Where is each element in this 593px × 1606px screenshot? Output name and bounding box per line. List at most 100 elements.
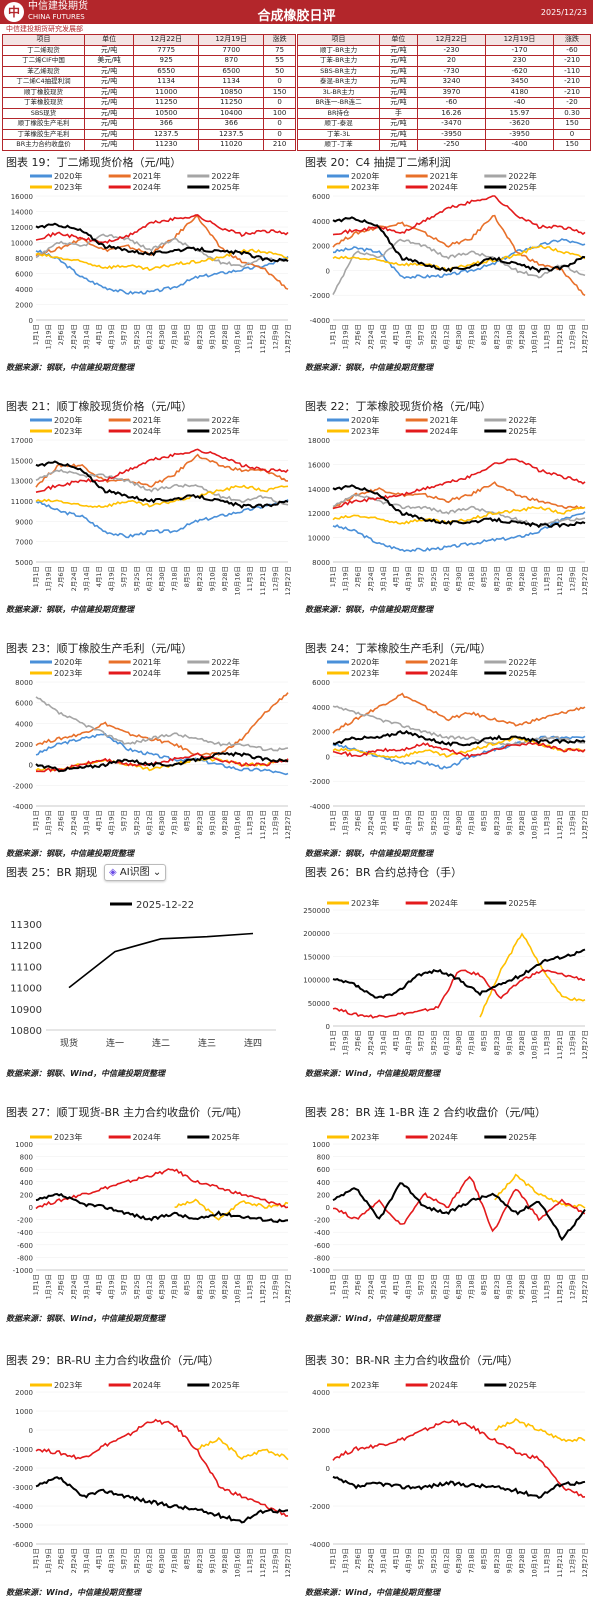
y-tick-label: 0 [326, 1465, 330, 1473]
x-tick-label: 6月30日 [158, 1548, 166, 1573]
report-date: 2025/12/23 [540, 8, 587, 17]
y-tick-label: 16000 [308, 461, 330, 469]
series-line-2024年 [332, 741, 586, 759]
x-tick-label: 1月1日 [32, 810, 40, 831]
x-tick-label: 8月5日 [183, 566, 191, 587]
x-tick-label: 4月19日 [405, 1548, 413, 1573]
table-cell: 元/吨 [379, 55, 418, 67]
x-tick-label: 6月30日 [455, 1548, 463, 1573]
x-tick-label: 6月30日 [455, 1274, 463, 1299]
table-cell: -110 [553, 65, 591, 77]
x-tick-label: 1月1日 [329, 566, 337, 587]
x-tick-label: 8月5日 [183, 1548, 191, 1569]
table-cell: 16.26 [416, 107, 486, 119]
legend-label: 2023年 [54, 1132, 82, 1142]
x-tick-label: 5月25日 [133, 324, 141, 349]
x-tick-label: 8月23日 [196, 1548, 204, 1573]
y-tick-label: 10900 [10, 1005, 42, 1016]
x-tick-label: 5月25日 [430, 324, 438, 349]
x-tick-label: 12月27日 [284, 810, 292, 840]
x-tick-label: 8月5日 [480, 810, 488, 831]
y-tick-label: -600 [314, 1242, 330, 1250]
table-cell: 11020 [198, 139, 265, 151]
x-tick-label: 11月3日 [543, 1548, 551, 1573]
x-tick-label: 7月18日 [468, 324, 476, 349]
legend-label: 2024年 [430, 182, 458, 192]
x-tick-label: 8月23日 [493, 324, 501, 349]
legend-label: 2021年 [133, 171, 161, 181]
ai-recognize-button[interactable]: ◈ AI识图 ⌄ [104, 864, 167, 881]
table-cell: 元/吨 [379, 97, 418, 109]
y-tick-label: 4000 [312, 704, 330, 712]
table-cell: -730 [416, 65, 486, 77]
x-tick-label: 2月24日 [367, 810, 375, 835]
left-header-2: 12月22日 [133, 34, 200, 46]
x-tick-label: 11月21日 [556, 1548, 564, 1578]
x-tick-label: 10月16日 [234, 566, 242, 596]
chart-br-calendar-spread: 2023年 2024年 2025年 -1000 -800 -600 -400 -200 0 200… [310, 1132, 589, 1304]
table-cell: -3470 [416, 118, 486, 130]
series-line-2024年 [332, 968, 586, 1019]
table-cell: 苯乙烯现货 [2, 65, 85, 77]
x-tick-label: 5月25日 [430, 1030, 438, 1055]
table-cell: 元/吨 [379, 76, 418, 88]
figure-title-29: 图表 29：BR-RU 主力合约收盘价（元/吨） [6, 1354, 220, 1367]
series-line-2020年 [35, 732, 289, 776]
legend-label: 2023年 [351, 426, 379, 436]
x-tick-label: 9月28日 [221, 324, 229, 349]
series-line-2024年 [332, 1419, 586, 1498]
legend-label: 2022年 [508, 657, 536, 667]
x-tick-label: 1月19日 [45, 810, 53, 835]
y-tick-label: 0 [29, 1204, 33, 1212]
legend-label: 2023年 [351, 182, 379, 192]
figure-title-25: 图表 25：BR 期现 [6, 866, 98, 879]
y-tick-label: 0 [29, 1427, 33, 1435]
table-cell: 55 [263, 55, 296, 67]
table-cell: 元/吨 [83, 97, 135, 109]
legend-label: 2024年 [430, 668, 458, 678]
table-cell: 870 [198, 55, 265, 67]
table-row: 丁二烯C4抽提利润 元/吨 1134 1134 0 [2, 76, 296, 88]
figure-title-27: 图表 27：顺丁现货-BR 主力合约收盘价（元/吨） [6, 1106, 248, 1119]
x-tick-label: 1月1日 [32, 1274, 40, 1295]
x-tick-label: 9月10日 [208, 1274, 216, 1299]
x-tick-label: 8月23日 [493, 1274, 501, 1299]
y-tick-label: 4000 [312, 1389, 330, 1397]
figure-title-21: 图表 21：顺丁橡胶现货价格（元/吨） [6, 400, 193, 413]
x-tick-label: 2月24日 [367, 1548, 375, 1573]
x-tick-label: 12月9日 [271, 1548, 279, 1573]
table-row: BR连一-BR连二 元/吨 -60 -40 -20 [297, 97, 591, 109]
legend-label: 2020年 [351, 657, 379, 667]
x-tick-label: 7月18日 [171, 324, 179, 349]
y-tick-label: 14000 [11, 209, 33, 217]
series-line-2021年 [332, 481, 586, 510]
legend-label: 2023年 [54, 668, 82, 678]
series-line-2024年 [35, 214, 289, 244]
x-tick-label: 11月3日 [246, 566, 254, 591]
series-line-2022年 [332, 238, 586, 295]
series-line-2023年 [174, 1198, 289, 1221]
y-tick-label: 8000 [15, 679, 33, 687]
table-cell: 150 [263, 86, 296, 98]
source-28: 数据来源：Wind，中信建投期货整理 [305, 1314, 440, 1323]
table-cell: 丁二烯现货 [2, 44, 85, 56]
legend-label: 2025-12-22 [136, 900, 194, 911]
table-cell: 元/吨 [83, 76, 135, 88]
x-tick-label: 5月7日 [120, 1548, 128, 1569]
table-row: 苯乙烯现货 元/吨 6550 6500 50 [2, 65, 296, 77]
table-cell: 10400 [198, 107, 265, 119]
x-tick-label: 2月6日 [57, 1274, 65, 1295]
x-tick-label: 5月7日 [120, 324, 128, 345]
company-logo-icon: 中 [4, 2, 24, 22]
x-tick-label: 10月16日 [531, 1030, 539, 1060]
x-tick-label: 4月1日 [95, 1274, 103, 1295]
y-tick-label: 11000 [10, 984, 42, 995]
x-tick-label: 12月27日 [581, 1030, 589, 1060]
legend-label: 2022年 [211, 415, 239, 425]
table-cell: -3950 [416, 128, 486, 140]
x-tick-label: 6月12日 [145, 566, 153, 591]
series-line-2022年 [35, 468, 289, 506]
legend-label: 2024年 [133, 426, 161, 436]
y-tick-label: -4000 [13, 1503, 33, 1511]
table-cell: 15.97 [484, 107, 555, 119]
